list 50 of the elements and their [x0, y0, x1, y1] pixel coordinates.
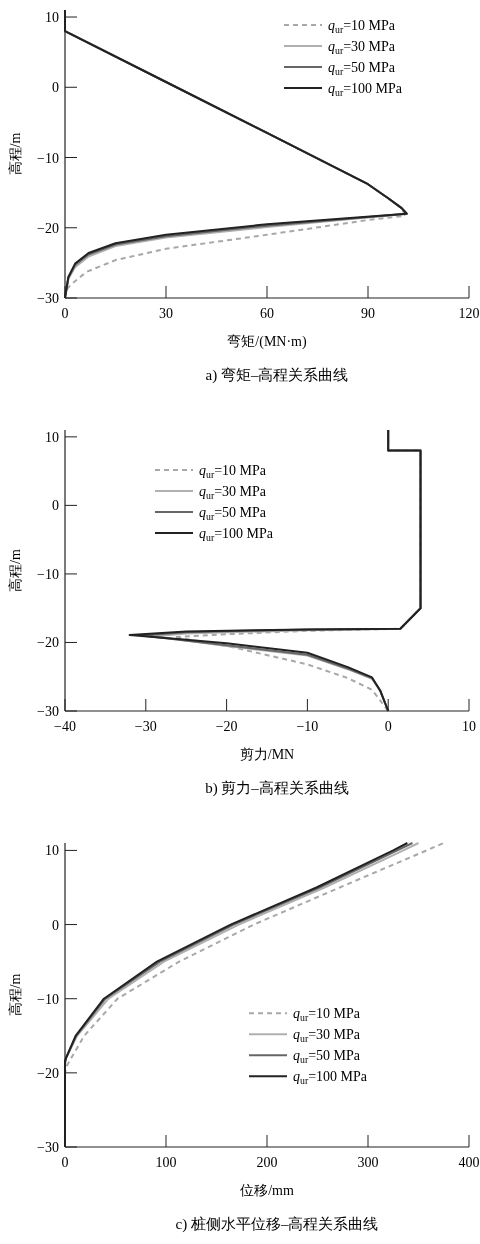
x-axis-title: 位移/mm: [240, 1183, 294, 1198]
y-tick-label: −10: [37, 150, 59, 166]
y-tick-label: 0: [52, 917, 59, 933]
legend-label: q$_{ur}$=10 MPa: [293, 1006, 361, 1023]
text: c) 桩侧水平位移–高程关系曲线: [175, 1216, 379, 1233]
x-axis-title: 弯矩/(MN·m): [227, 334, 307, 350]
y-axis-title: 高程/m: [8, 132, 23, 176]
y-tick-label: −30: [37, 1140, 59, 1155]
y-tick-label: −20: [37, 220, 59, 236]
legend-label: q$_{ur}$=30 MPa: [199, 484, 267, 501]
x-axis-title: 剪力/MN: [239, 747, 295, 762]
legend-label: q$_{ur}$=30 MPa: [328, 39, 396, 56]
legend-label: q$_{ur}$=100 MPa: [293, 1069, 368, 1086]
x-tick-label: 120: [458, 306, 480, 321]
legend-label: q$_{ur}$=50 MPa: [328, 60, 396, 77]
text: b) 剪力–高程关系曲线: [205, 780, 349, 797]
y-tick-label: −10: [37, 566, 59, 582]
x-tick-label: 200: [256, 1155, 278, 1170]
legend-label: q$_{ur}$=100 MPa: [328, 81, 403, 98]
y-tick-label: 10: [45, 843, 59, 859]
x-tick-label: −10: [296, 719, 319, 734]
x-tick-label: 100: [155, 1155, 177, 1170]
x-tick-label: 0: [384, 719, 392, 734]
legend-label: q$_{ur}$=50 MPa: [293, 1048, 361, 1065]
y-tick-label: 10: [45, 10, 59, 26]
legend-label: q$_{ur}$=50 MPa: [199, 505, 267, 522]
y-tick-label: −20: [37, 635, 59, 651]
y-axis-title: 高程/m: [8, 973, 23, 1017]
y-tick-label: 10: [45, 429, 59, 445]
y-tick-label: −30: [37, 704, 59, 719]
x-tick-label: 30: [159, 306, 173, 321]
legend-label: q$_{ur}$=10 MPa: [199, 463, 267, 480]
y-tick-label: 0: [52, 498, 59, 514]
text: a) 弯矩–高程关系曲线: [205, 367, 349, 384]
x-tick-label: −30: [134, 719, 157, 734]
legend-label: q$_{ur}$=100 MPa: [199, 526, 274, 543]
legend-label: q$_{ur}$=30 MPa: [293, 1027, 361, 1044]
x-tick-label: −20: [215, 719, 238, 734]
x-tick-label: 400: [458, 1155, 480, 1170]
y-axis-title: 高程/m: [8, 549, 23, 592]
y-tick-label: −10: [37, 991, 59, 1007]
x-tick-label: 10: [462, 719, 476, 734]
y-tick-label: −20: [37, 1065, 59, 1081]
x-tick-label: 60: [260, 306, 274, 321]
x-tick-label: 90: [361, 306, 375, 321]
x-tick-label: 300: [357, 1155, 379, 1170]
legend-label: q$_{ur}$=10 MPa: [328, 18, 396, 35]
x-tick-label: −40: [54, 719, 76, 734]
y-tick-label: −30: [37, 291, 59, 306]
y-tick-label: 0: [52, 80, 59, 96]
